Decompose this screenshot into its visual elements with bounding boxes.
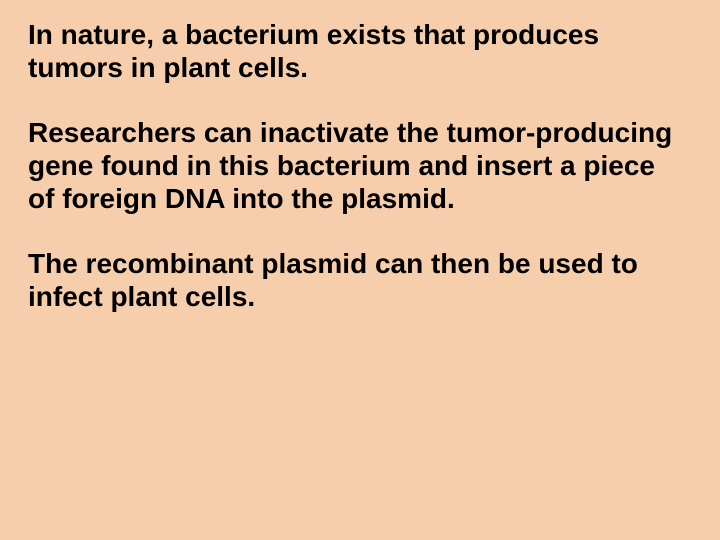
- paragraph-1: In nature, a bacterium exists that produ…: [28, 18, 688, 84]
- paragraph-2: Researchers can inactivate the tumor-pro…: [28, 116, 688, 215]
- paragraph-3: The recombinant plasmid can then be used…: [28, 247, 688, 313]
- slide-container: In nature, a bacterium exists that produ…: [0, 0, 720, 540]
